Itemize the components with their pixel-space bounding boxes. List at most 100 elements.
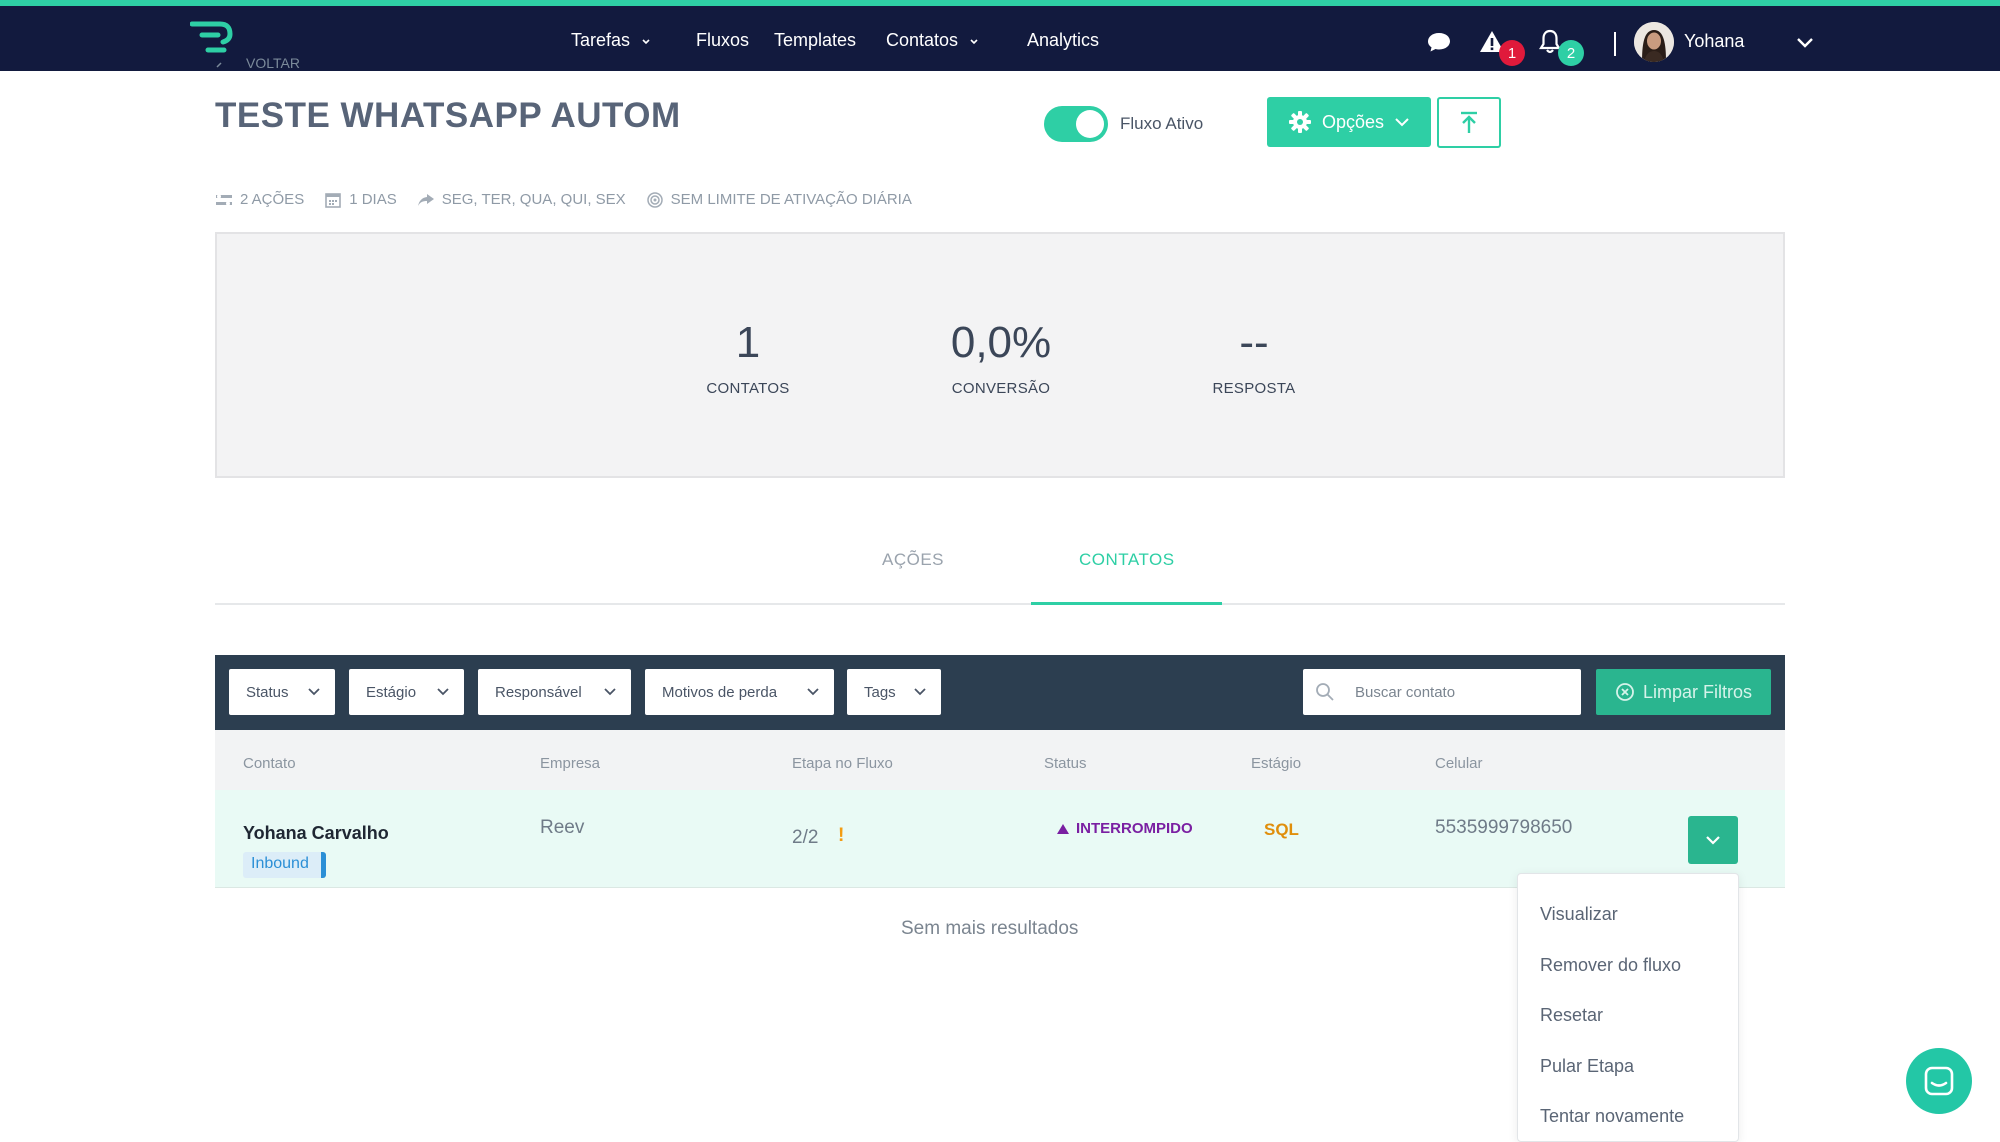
table-header: Contato Empresa Etapa no Fluxo Status Es…: [215, 730, 1785, 790]
close-circle-icon: [1616, 683, 1634, 701]
menu-item-visualizar[interactable]: Visualizar: [1540, 904, 1618, 924]
back-arrow-icon[interactable]: [214, 62, 226, 72]
toggle-knob: [1076, 110, 1104, 138]
steps-icon: [216, 194, 232, 205]
meta-limit-label: SEM LIMITE DE ATIVAÇÃO DIÁRIA: [670, 191, 912, 208]
filter-estagio-label: Estágio: [366, 683, 417, 701]
user-name[interactable]: Yohana: [1684, 31, 1745, 51]
chevron-down-icon: [437, 688, 449, 696]
triangle-up-icon: [1057, 823, 1069, 834]
flow-active-toggle[interactable]: [1044, 106, 1108, 142]
stat-contatos: 1 CONTATOS: [648, 318, 848, 397]
filter-tags-label: Tags: [864, 683, 896, 701]
chat-launcher-icon: [1924, 1066, 1954, 1096]
tab-acoes[interactable]: AÇÕES: [882, 550, 945, 569]
filter-status-dropdown[interactable]: Status: [229, 669, 335, 715]
chevron-down-icon: [1395, 118, 1409, 127]
search-box: [1303, 669, 1581, 715]
chevron-down-icon: [1706, 836, 1720, 845]
top-navbar: Tarefas Fluxos Templates Contatos Analyt…: [0, 0, 2000, 71]
phone-number: 5535999798650: [1435, 817, 1573, 838]
stat-resposta-label: RESPOSTA: [1212, 380, 1296, 397]
nav-item-templates[interactable]: Templates: [774, 30, 856, 51]
chevron-down-icon: [914, 688, 926, 696]
alert-count-badge: 1: [1499, 40, 1525, 66]
company-name: Reev: [540, 817, 585, 838]
tab-contatos[interactable]: CONTATOS: [1079, 550, 1175, 569]
contact-name[interactable]: Yohana Carvalho: [243, 823, 389, 843]
options-button-label: Opções: [1321, 111, 1385, 132]
filter-responsavel-dropdown[interactable]: Responsável: [478, 669, 631, 715]
col-contato: Contato: [243, 755, 296, 772]
row-actions-button[interactable]: [1688, 816, 1738, 864]
chevron-down-icon: [642, 38, 650, 44]
chevron-down-icon[interactable]: [1796, 36, 1814, 50]
chevron-down-icon: [970, 38, 978, 44]
clear-filters-label: Limpar Filtros: [1642, 681, 1753, 702]
nav-item-fluxos[interactable]: Fluxos: [696, 30, 749, 51]
nav-divider: [1614, 32, 1616, 56]
stat-conversao: 0,0% CONVERSÃO: [901, 318, 1101, 397]
flow-active-label: Fluxo Ativo: [1120, 114, 1204, 133]
filter-responsavel-label: Responsável: [495, 683, 582, 701]
col-estagio: Estágio: [1251, 755, 1302, 772]
page-title: TESTE WHATSAPP AUTOM: [215, 96, 681, 135]
menu-item-tentar-novamente[interactable]: Tentar novamente: [1540, 1106, 1685, 1126]
back-link[interactable]: VOLTAR: [246, 58, 300, 70]
export-button[interactable]: [1437, 97, 1501, 148]
stat-conversao-label: CONVERSÃO: [951, 380, 1051, 397]
stat-contatos-value: 1: [735, 318, 761, 367]
menu-item-resetar[interactable]: Resetar: [1540, 1005, 1604, 1025]
meta-days: 1 DIAS: [324, 191, 397, 208]
chevron-down-icon: [604, 688, 616, 696]
active-tab-indicator: [1031, 602, 1222, 605]
stat-contatos-label: CONTATOS: [706, 380, 790, 397]
contact-tag: Inbound: [243, 852, 326, 878]
stat-resposta: -- RESPOSTA: [1154, 318, 1354, 397]
tabs-divider: [215, 603, 1785, 605]
filter-motivos-dropdown[interactable]: Motivos de perda: [645, 669, 834, 715]
chat-bubble-icon[interactable]: [1425, 28, 1453, 56]
share-arrow-icon: [417, 193, 434, 206]
clear-filters-button[interactable]: Limpar Filtros: [1596, 669, 1771, 715]
nav-item-tarefas[interactable]: Tarefas: [571, 30, 652, 51]
nav-label-analytics: Analytics: [1027, 30, 1100, 50]
search-contact-input[interactable]: [1355, 669, 1575, 715]
filter-estagio-dropdown[interactable]: Estágio: [349, 669, 464, 715]
nav-label-tarefas: Tarefas: [571, 30, 631, 50]
alert-triangle-icon[interactable]: [1478, 28, 1506, 56]
col-etapa: Etapa no Fluxo: [792, 755, 893, 772]
options-button[interactable]: Opções: [1267, 97, 1431, 147]
avatar-photo-icon: [1634, 22, 1674, 62]
nav-label-contatos: Contatos: [886, 30, 959, 50]
meta-weekdays: SEG, TER, QUA, QUI, SEX: [417, 191, 626, 208]
stat-conversao-value: 0,0%: [950, 318, 1052, 367]
col-empresa: Empresa: [540, 755, 601, 772]
filter-bar: Status Estágio Responsável Motivos de pe…: [215, 655, 1785, 730]
stage-badge: SQL: [1264, 820, 1299, 839]
user-avatar[interactable]: [1634, 22, 1674, 62]
row-actions-menu: Visualizar Remover do fluxo Resetar Pula…: [1517, 873, 1739, 1142]
nav-item-analytics[interactable]: Analytics: [1027, 30, 1099, 51]
meta-limit: SEM LIMITE DE ATIVAÇÃO DIÁRIA: [646, 191, 912, 208]
support-chat-button[interactable]: [1906, 1048, 1972, 1114]
table-row[interactable]: Yohana Carvalho Inbound Reev 2/2 ! INTER…: [215, 790, 1785, 888]
gear-icon: [1288, 111, 1311, 133]
flow-warning-icon: !: [838, 825, 845, 846]
reev-logo-icon[interactable]: [190, 20, 234, 56]
col-status: Status: [1044, 755, 1087, 772]
flow-step: 2/2: [792, 827, 819, 848]
stats-panel: 1 CONTATOS 0,0% CONVERSÃO -- RESPOSTA: [215, 232, 1785, 478]
flow-meta-row: 2 AÇÕES 1 DIAS SEG, TER, QUA, QUI, SEX S…: [215, 191, 932, 208]
menu-item-remover[interactable]: Remover do fluxo: [1540, 955, 1682, 975]
stat-resposta-value: --: [1239, 318, 1269, 367]
menu-item-pular-etapa[interactable]: Pular Etapa: [1540, 1056, 1635, 1076]
meta-actions: 2 AÇÕES: [215, 191, 304, 208]
target-icon: [646, 191, 663, 208]
nav-label-templates: Templates: [774, 30, 857, 50]
bell-icon[interactable]: [1536, 28, 1564, 56]
filter-tags-dropdown[interactable]: Tags: [847, 669, 941, 715]
search-icon: [1316, 683, 1334, 701]
calendar-icon: [325, 192, 342, 208]
nav-item-contatos[interactable]: Contatos: [886, 30, 980, 51]
